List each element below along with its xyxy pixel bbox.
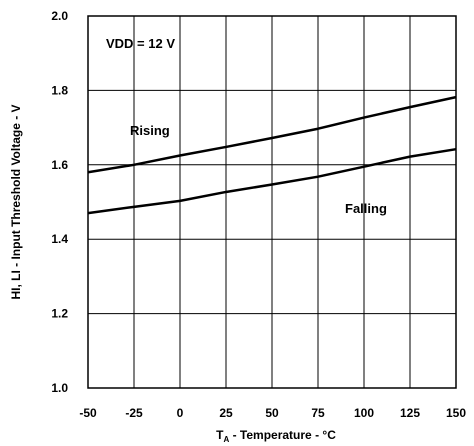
y-tick-label: 1.0 <box>51 381 68 395</box>
grid-lines <box>87 15 457 389</box>
x-tick-label: 25 <box>219 406 233 420</box>
x-tick-label: 50 <box>265 406 279 420</box>
x-axis-label-rest: - Temperature - °C <box>229 428 336 442</box>
x-tick-label: 0 <box>177 406 184 420</box>
x-tick-label: 150 <box>446 406 466 420</box>
y-axis-label: HI, LI - Input Threshold Voltage - V <box>9 104 23 299</box>
x-tick-label: 75 <box>311 406 325 420</box>
y-tick-labels: 1.0 1.2 1.4 1.6 1.8 2.0 <box>51 9 68 395</box>
y-tick-label: 1.8 <box>51 83 68 97</box>
x-tick-labels: -50 -25 0 25 50 75 100 125 150 <box>79 406 466 420</box>
rising-annotation: Rising <box>130 123 170 138</box>
x-tick-label: -50 <box>79 406 97 420</box>
series-line-rising <box>87 95 457 174</box>
falling-annotation: Falling <box>345 201 387 216</box>
y-tick-label: 1.6 <box>51 158 68 172</box>
series-line-falling <box>87 147 457 215</box>
y-tick-label: 1.2 <box>51 307 68 321</box>
y-tick-label: 1.4 <box>51 232 68 246</box>
x-tick-label: -25 <box>125 406 143 420</box>
y-tick-label: 2.0 <box>51 9 68 23</box>
x-tick-label: 125 <box>400 406 420 420</box>
condition-annotation: VDD = 12 V <box>106 36 175 51</box>
x-axis-label: TA - Temperature - °C <box>216 428 336 444</box>
plot-frame <box>87 15 457 389</box>
x-axis-label-subscript: A <box>223 435 229 444</box>
x-tick-label: 100 <box>354 406 374 420</box>
x-axis-label-main: T <box>216 428 224 442</box>
data-series <box>87 95 457 215</box>
